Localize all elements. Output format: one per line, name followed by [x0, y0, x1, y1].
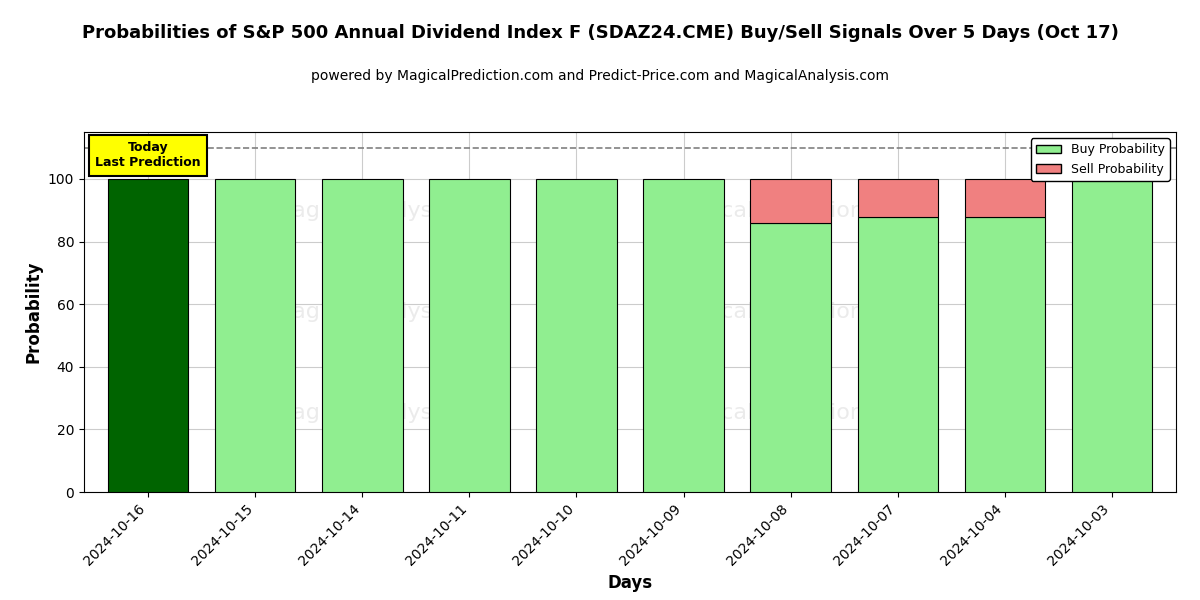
Text: Today
Last Prediction: Today Last Prediction [96, 142, 202, 169]
X-axis label: Days: Days [607, 574, 653, 592]
Bar [965, 217, 1045, 492]
Text: powered by MagicalPrediction.com and Predict-Price.com and MagicalAnalysis.com: powered by MagicalPrediction.com and Pre… [311, 69, 889, 83]
Legend: Buy Probability, Sell Probability: Buy Probability, Sell Probability [1031, 138, 1170, 181]
Bar [536, 179, 617, 492]
Text: MagicalAnalysis.com: MagicalAnalysis.com [274, 201, 505, 221]
Bar [750, 223, 830, 492]
Bar [215, 179, 295, 492]
Text: MagicalPrediction.com: MagicalPrediction.com [668, 201, 919, 221]
Text: MagicalAnalysis.com: MagicalAnalysis.com [274, 403, 505, 423]
Text: Probabilities of S&P 500 Annual Dividend Index F (SDAZ24.CME) Buy/Sell Signals O: Probabilities of S&P 500 Annual Dividend… [82, 24, 1118, 42]
Bar [750, 179, 830, 223]
Bar [643, 179, 724, 492]
Text: MagicalPrediction.com: MagicalPrediction.com [668, 302, 919, 322]
Text: MagicalPrediction.com: MagicalPrediction.com [668, 403, 919, 423]
Bar [858, 217, 937, 492]
Bar [1072, 179, 1152, 492]
Bar [323, 179, 402, 492]
Bar [965, 179, 1045, 217]
Bar [858, 179, 937, 217]
Text: MagicalAnalysis.com: MagicalAnalysis.com [274, 302, 505, 322]
Bar [430, 179, 510, 492]
Y-axis label: Probability: Probability [24, 261, 42, 363]
Bar [108, 179, 188, 492]
